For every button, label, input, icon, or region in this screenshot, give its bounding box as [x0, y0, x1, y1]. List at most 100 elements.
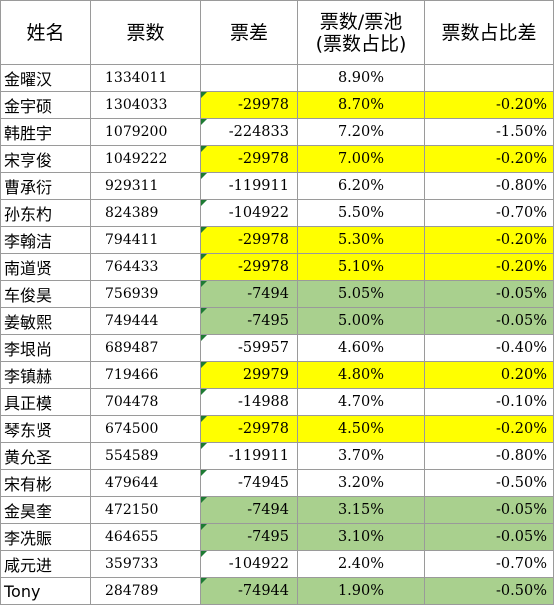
vote-share-cell: 8.90% [297, 64, 425, 92]
table-row: 李垠尚 689487 -59957 4.60% -0.40% [0, 334, 554, 362]
vote-share-cell: 5.05% [297, 280, 425, 308]
share-diff-cell: -0.40% [424, 334, 554, 362]
cell-indicator-triangle [201, 416, 207, 422]
name-cell: 李垠尚 [0, 334, 91, 362]
share-diff-cell: -0.20% [424, 91, 554, 119]
table-row: 李翰洁 794411 -29978 5.30% -0.20% [0, 226, 554, 254]
vote-share-cell: 1.90% [297, 577, 425, 605]
name-cell: 姜敏熙 [0, 307, 91, 335]
vote-share-cell: 6.20% [297, 172, 425, 200]
votes-cell: 479644 [90, 469, 201, 497]
vote-share-cell: 3.20% [297, 469, 425, 497]
vote-diff-cell: -119911 [200, 172, 298, 200]
vote-diff-cell: -224833 [200, 118, 298, 146]
votes-cell: 674500 [90, 415, 201, 443]
votes-cell: 764433 [90, 253, 201, 281]
cell-indicator-triangle [201, 578, 207, 584]
name-cell: 南道贤 [0, 253, 91, 281]
vote-share-cell: 5.10% [297, 253, 425, 281]
header-votes: 票数 [90, 0, 201, 65]
votes-cell: 929311 [90, 172, 201, 200]
table-row: 李冼賑 464655 -7495 3.10% -0.05% [0, 523, 554, 551]
table-row: Tony 284789 -74944 1.90% -0.50% [0, 577, 554, 605]
vote-diff-cell: -29978 [200, 145, 298, 173]
vote-diff-cell [200, 64, 298, 92]
vote-diff-cell: -74944 [200, 577, 298, 605]
share-diff-cell: -0.05% [424, 523, 554, 551]
votes-cell: 824389 [90, 199, 201, 227]
share-diff-cell: 0.20% [424, 361, 554, 389]
table-row: 南道贤 764433 -29978 5.10% -0.20% [0, 253, 554, 281]
name-cell: 金昊奎 [0, 496, 91, 524]
cell-indicator-triangle [201, 524, 207, 530]
cell-indicator-triangle [201, 254, 207, 260]
vote-diff-cell: -74945 [200, 469, 298, 497]
name-cell: 韩胜宇 [0, 118, 91, 146]
vote-diff-cell: -7494 [200, 280, 298, 308]
votes-cell: 689487 [90, 334, 201, 362]
vote-diff-cell: -29978 [200, 226, 298, 254]
votes-cell: 284789 [90, 577, 201, 605]
votes-cell: 472150 [90, 496, 201, 524]
cell-indicator-triangle [201, 308, 207, 314]
table-row: 金曜汉 1334011 8.90% [0, 64, 554, 92]
vote-share-cell: 3.10% [297, 523, 425, 551]
share-diff-cell: -0.05% [424, 496, 554, 524]
vote-diff-cell: -119911 [200, 442, 298, 470]
share-diff-cell: -0.70% [424, 199, 554, 227]
table-body: 金曜汉 1334011 8.90% 金宇硕 1304033 -29978 8.70% -0.2… [0, 64, 554, 605]
share-diff-cell: -0.20% [424, 415, 554, 443]
table-row: 姜敏熙 749444 -7495 5.00% -0.05% [0, 307, 554, 335]
vote-diff-cell: -14988 [200, 388, 298, 416]
share-diff-cell: -1.50% [424, 118, 554, 146]
name-cell: 宋有彬 [0, 469, 91, 497]
share-diff-cell: -0.10% [424, 388, 554, 416]
table-row: 咸元进 359733 -104922 2.40% -0.70% [0, 550, 554, 578]
header-name: 姓名 [0, 0, 91, 65]
vote-diff-cell: -7494 [200, 496, 298, 524]
name-cell: 曹承衍 [0, 172, 91, 200]
cell-indicator-triangle [201, 551, 207, 557]
votes-cell: 1304033 [90, 91, 201, 119]
votes-cell: 554589 [90, 442, 201, 470]
name-cell: 琴东贤 [0, 415, 91, 443]
vote-diff-cell: -29978 [200, 91, 298, 119]
votes-cell: 794411 [90, 226, 201, 254]
name-cell: 黄允圣 [0, 442, 91, 470]
vote-diff-cell: -7495 [200, 523, 298, 551]
votes-cell: 1334011 [90, 64, 201, 92]
votes-cell: 756939 [90, 280, 201, 308]
cell-indicator-triangle [201, 281, 207, 287]
name-cell: 车俊昊 [0, 280, 91, 308]
vote-share-cell: 7.20% [297, 118, 425, 146]
vote-share-cell: 3.70% [297, 442, 425, 470]
name-cell: 李镇赫 [0, 361, 91, 389]
vote-diff-cell: -29978 [200, 253, 298, 281]
cell-indicator-triangle [201, 173, 207, 179]
vote-diff-cell: -104922 [200, 199, 298, 227]
votes-cell: 1049222 [90, 145, 201, 173]
vote-share-cell: 3.15% [297, 496, 425, 524]
name-cell: 金曜汉 [0, 64, 91, 92]
table-row: 李镇赫 719466 29979 4.80% 0.20% [0, 361, 554, 389]
vote-diff-cell: -104922 [200, 550, 298, 578]
share-diff-cell: -0.20% [424, 253, 554, 281]
cell-indicator-triangle [201, 362, 207, 368]
share-diff-cell: -0.20% [424, 145, 554, 173]
cell-indicator-triangle [201, 335, 207, 341]
header-vote-share: 票数/票池 (票数占比) [297, 0, 425, 65]
vote-share-cell: 4.60% [297, 334, 425, 362]
share-diff-cell: -0.50% [424, 469, 554, 497]
header-vote-share-line2: (票数占比) [315, 32, 407, 55]
vote-share-cell: 8.70% [297, 91, 425, 119]
votes-cell: 464655 [90, 523, 201, 551]
share-diff-cell: -0.05% [424, 307, 554, 335]
table-row: 孙东杓 824389 -104922 5.50% -0.70% [0, 199, 554, 227]
votes-cell: 704478 [90, 388, 201, 416]
name-cell: 宋亨俊 [0, 145, 91, 173]
name-cell: 李冼賑 [0, 523, 91, 551]
header-share-diff: 票数占比差 [424, 0, 554, 65]
vote-share-cell: 4.70% [297, 388, 425, 416]
vote-diff-cell: 29979 [200, 361, 298, 389]
vote-share-cell: 7.00% [297, 145, 425, 173]
